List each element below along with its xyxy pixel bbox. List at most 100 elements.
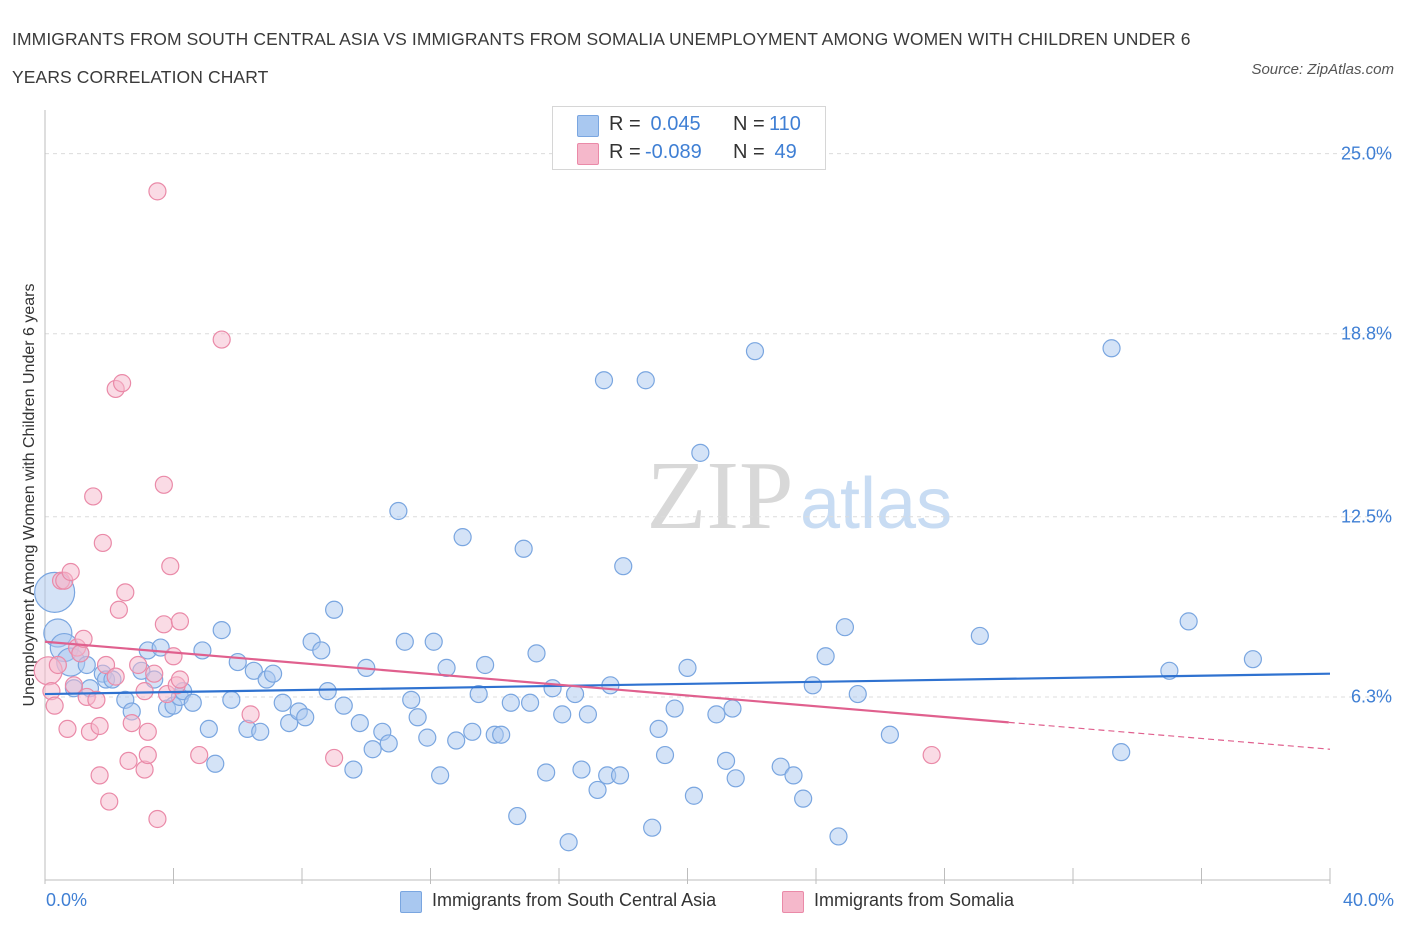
chart-title: IMMIGRANTS FROM SOUTH CENTRAL ASIA VS IM… xyxy=(12,29,1191,87)
pink-point xyxy=(161,557,180,576)
pink-point xyxy=(129,655,148,675)
y-tick-label: 6.3% xyxy=(1350,686,1392,707)
blue-point xyxy=(389,501,408,521)
pink-point xyxy=(170,670,190,689)
pink-point xyxy=(61,562,80,582)
legend-r-value: -0.089 xyxy=(645,141,702,163)
bottom-legend-swatch-blue xyxy=(400,891,422,913)
blue-point xyxy=(244,661,263,680)
legend-r-value: 0.045 xyxy=(645,113,701,135)
x-tick-min: 0.0% xyxy=(46,890,88,910)
pink-point xyxy=(58,719,77,739)
blue-point xyxy=(829,827,848,846)
x-tick-max: 40.0% xyxy=(1342,890,1394,910)
pink-point xyxy=(122,713,141,733)
blue-point xyxy=(553,705,572,724)
blue-point xyxy=(501,693,520,712)
legend-n-value: 110 xyxy=(769,113,801,135)
pink-point xyxy=(241,705,260,724)
bottom-legend-label: Immigrants from South Central Asia xyxy=(432,890,717,910)
pink-point xyxy=(90,766,109,785)
blue-point xyxy=(614,557,633,576)
pink-point xyxy=(138,745,157,765)
pink-point xyxy=(45,696,64,715)
blue-point xyxy=(463,722,482,741)
blue-point xyxy=(1179,612,1198,631)
blue-point xyxy=(273,693,292,712)
blue-point xyxy=(794,789,813,808)
blue-point xyxy=(344,760,363,779)
pink-point xyxy=(109,600,128,619)
pink-point xyxy=(100,792,119,811)
blue-point xyxy=(206,754,225,773)
pink-point xyxy=(145,664,164,683)
source-label: Source: ZipAtlas.com xyxy=(1251,61,1394,78)
blue-point xyxy=(363,740,382,759)
blue-point xyxy=(1160,661,1179,680)
blue-point xyxy=(447,731,466,750)
pink-point xyxy=(116,583,135,602)
blue-point xyxy=(803,676,822,695)
blue-point xyxy=(527,644,546,663)
blue-point xyxy=(1243,650,1263,669)
pink-point xyxy=(154,615,173,634)
blue-point xyxy=(469,684,488,704)
pink-point xyxy=(119,751,138,770)
blue-point xyxy=(228,652,247,672)
blue-point xyxy=(745,342,765,361)
watermark-zip: ZIP xyxy=(647,442,794,550)
y-tick-label: 18.8% xyxy=(1340,323,1392,344)
pink-point xyxy=(148,182,167,201)
trendline-somalia-extrapolated xyxy=(1008,721,1331,750)
blue-point xyxy=(559,833,578,852)
blue-point xyxy=(408,708,427,727)
blue-point xyxy=(514,539,533,558)
legend-swatch-blue xyxy=(577,115,599,137)
trendline-somalia xyxy=(44,640,1009,724)
blue-point xyxy=(1102,339,1121,358)
blue-point xyxy=(848,684,867,704)
pink-point xyxy=(170,612,190,631)
blue-point xyxy=(402,690,421,709)
blue-point xyxy=(379,734,398,753)
pink-point xyxy=(135,682,154,701)
blue-point xyxy=(880,725,899,744)
blue-point xyxy=(199,719,218,739)
pink-point xyxy=(148,809,167,829)
pink-point xyxy=(212,330,231,349)
blue-point xyxy=(395,632,414,651)
blue-point xyxy=(424,632,443,651)
blue-point xyxy=(643,818,662,837)
blue-point xyxy=(707,705,726,724)
pink-point xyxy=(96,655,116,675)
blue-point xyxy=(726,769,745,788)
blue-point xyxy=(684,786,704,805)
blue-point xyxy=(771,757,790,776)
y-tick-label: 12.5% xyxy=(1340,506,1392,527)
pink-point xyxy=(90,716,109,736)
blue-point xyxy=(716,751,736,770)
blue-point xyxy=(263,664,283,683)
blue-point xyxy=(318,682,337,701)
legend-n-label: N = xyxy=(733,113,765,135)
pink-point xyxy=(93,533,112,553)
blue-point xyxy=(537,763,556,782)
blue-point xyxy=(565,684,585,704)
blue-point xyxy=(970,626,989,646)
pink-point xyxy=(84,487,103,506)
blue-point xyxy=(183,693,202,712)
blue-point xyxy=(572,760,591,779)
blue-point xyxy=(655,745,675,765)
blue-point xyxy=(418,728,437,747)
blue-point xyxy=(212,621,231,640)
blue-point xyxy=(835,618,855,637)
pink-point xyxy=(138,722,157,741)
blue-point xyxy=(678,658,697,677)
pink-point xyxy=(190,745,209,765)
pink-point xyxy=(325,748,344,768)
blue-point xyxy=(816,647,835,666)
pink-point xyxy=(74,629,93,648)
blue-point xyxy=(691,443,710,462)
trendline-south-central-asia xyxy=(44,672,1331,696)
blue-point xyxy=(476,655,495,675)
